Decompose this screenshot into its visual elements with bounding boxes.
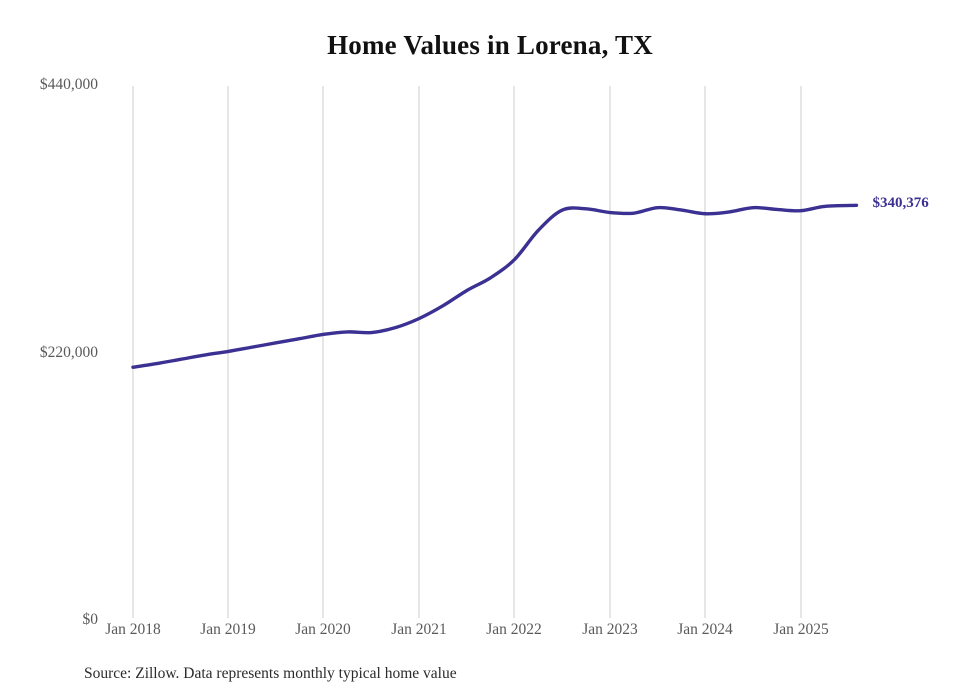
y-tick-label-1: $220,000 — [39, 344, 98, 361]
x-tick-label-2: Jan 2020 — [295, 621, 351, 638]
x-tick-label-3: Jan 2021 — [391, 621, 447, 638]
x-tick-label-0: Jan 2018 — [105, 621, 161, 638]
plot-area — [131, 86, 859, 618]
plot-svg — [131, 86, 859, 618]
y-tick-label-0: $440,000 — [39, 76, 98, 93]
x-tick-label-6: Jan 2024 — [677, 621, 733, 638]
x-tick-label-1: Jan 2019 — [200, 621, 256, 638]
y-tick-label-2: $0 — [82, 611, 99, 628]
x-tick-label-5: Jan 2023 — [582, 621, 638, 638]
series-lines — [131, 203, 859, 369]
x-tick-label-4: Jan 2022 — [486, 621, 542, 638]
end-value-annotation: $340,376 — [872, 195, 929, 212]
chart-title: Home Values in Lorena, TX — [327, 30, 653, 60]
source-note: Source: Zillow. Data represents monthly … — [84, 665, 457, 682]
x-tick-label-7: Jan 2025 — [773, 621, 829, 638]
series-line-0 — [131, 203, 859, 369]
